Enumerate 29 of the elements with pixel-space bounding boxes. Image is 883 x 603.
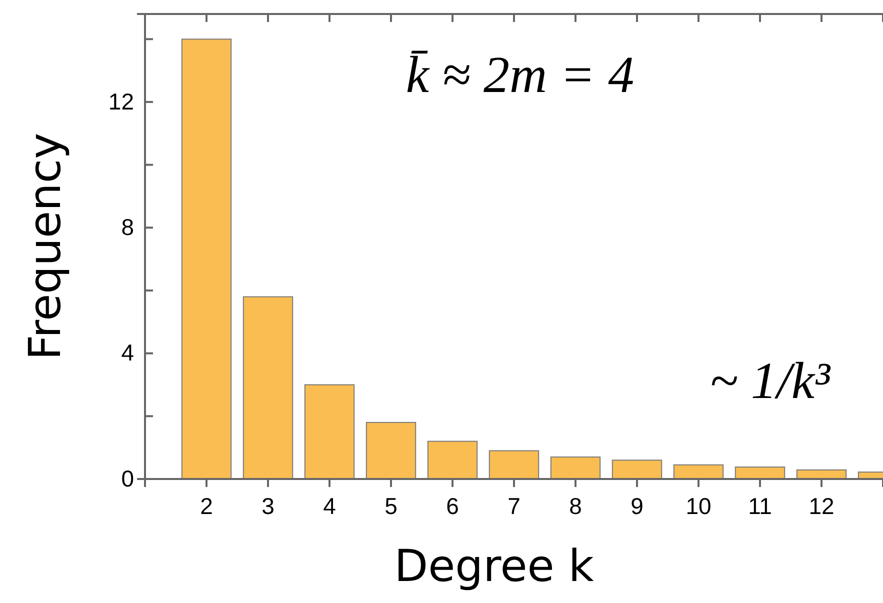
y-tick-label: 0 bbox=[121, 465, 134, 492]
x-tick-label: 8 bbox=[569, 493, 582, 520]
y-tick-label: 12 bbox=[108, 88, 134, 114]
x-axis-title: Degree k bbox=[394, 541, 594, 592]
x-tick-label: 9 bbox=[630, 493, 644, 520]
y-tick-label: 4 bbox=[121, 340, 134, 366]
y-axis-title: Frequency bbox=[20, 132, 71, 360]
bar bbox=[181, 38, 232, 479]
x-tick-label: 10 bbox=[686, 493, 712, 520]
bar bbox=[550, 456, 601, 479]
annotation: k̄ ≈ 2m = 4 bbox=[406, 47, 634, 104]
bar bbox=[612, 460, 662, 479]
x-tick-label: 3 bbox=[262, 493, 274, 520]
x-tick-label: 11 bbox=[748, 493, 772, 520]
x-tick-label: 12 bbox=[808, 493, 834, 520]
x-tick-label: 6 bbox=[446, 493, 459, 520]
x-tick-label: 5 bbox=[384, 493, 398, 520]
x-tick-label: 4 bbox=[323, 493, 336, 520]
bar bbox=[734, 466, 786, 479]
y-tick-label: 8 bbox=[121, 214, 134, 240]
bar bbox=[242, 296, 294, 479]
bar bbox=[488, 450, 540, 479]
bar bbox=[673, 464, 724, 479]
annotation: ~ 1/k³ bbox=[710, 353, 832, 410]
bar bbox=[366, 422, 416, 479]
bar bbox=[304, 384, 355, 479]
bar bbox=[427, 440, 478, 479]
x-tick-label: 7 bbox=[508, 493, 520, 520]
x-tick-label: 2 bbox=[200, 493, 213, 520]
